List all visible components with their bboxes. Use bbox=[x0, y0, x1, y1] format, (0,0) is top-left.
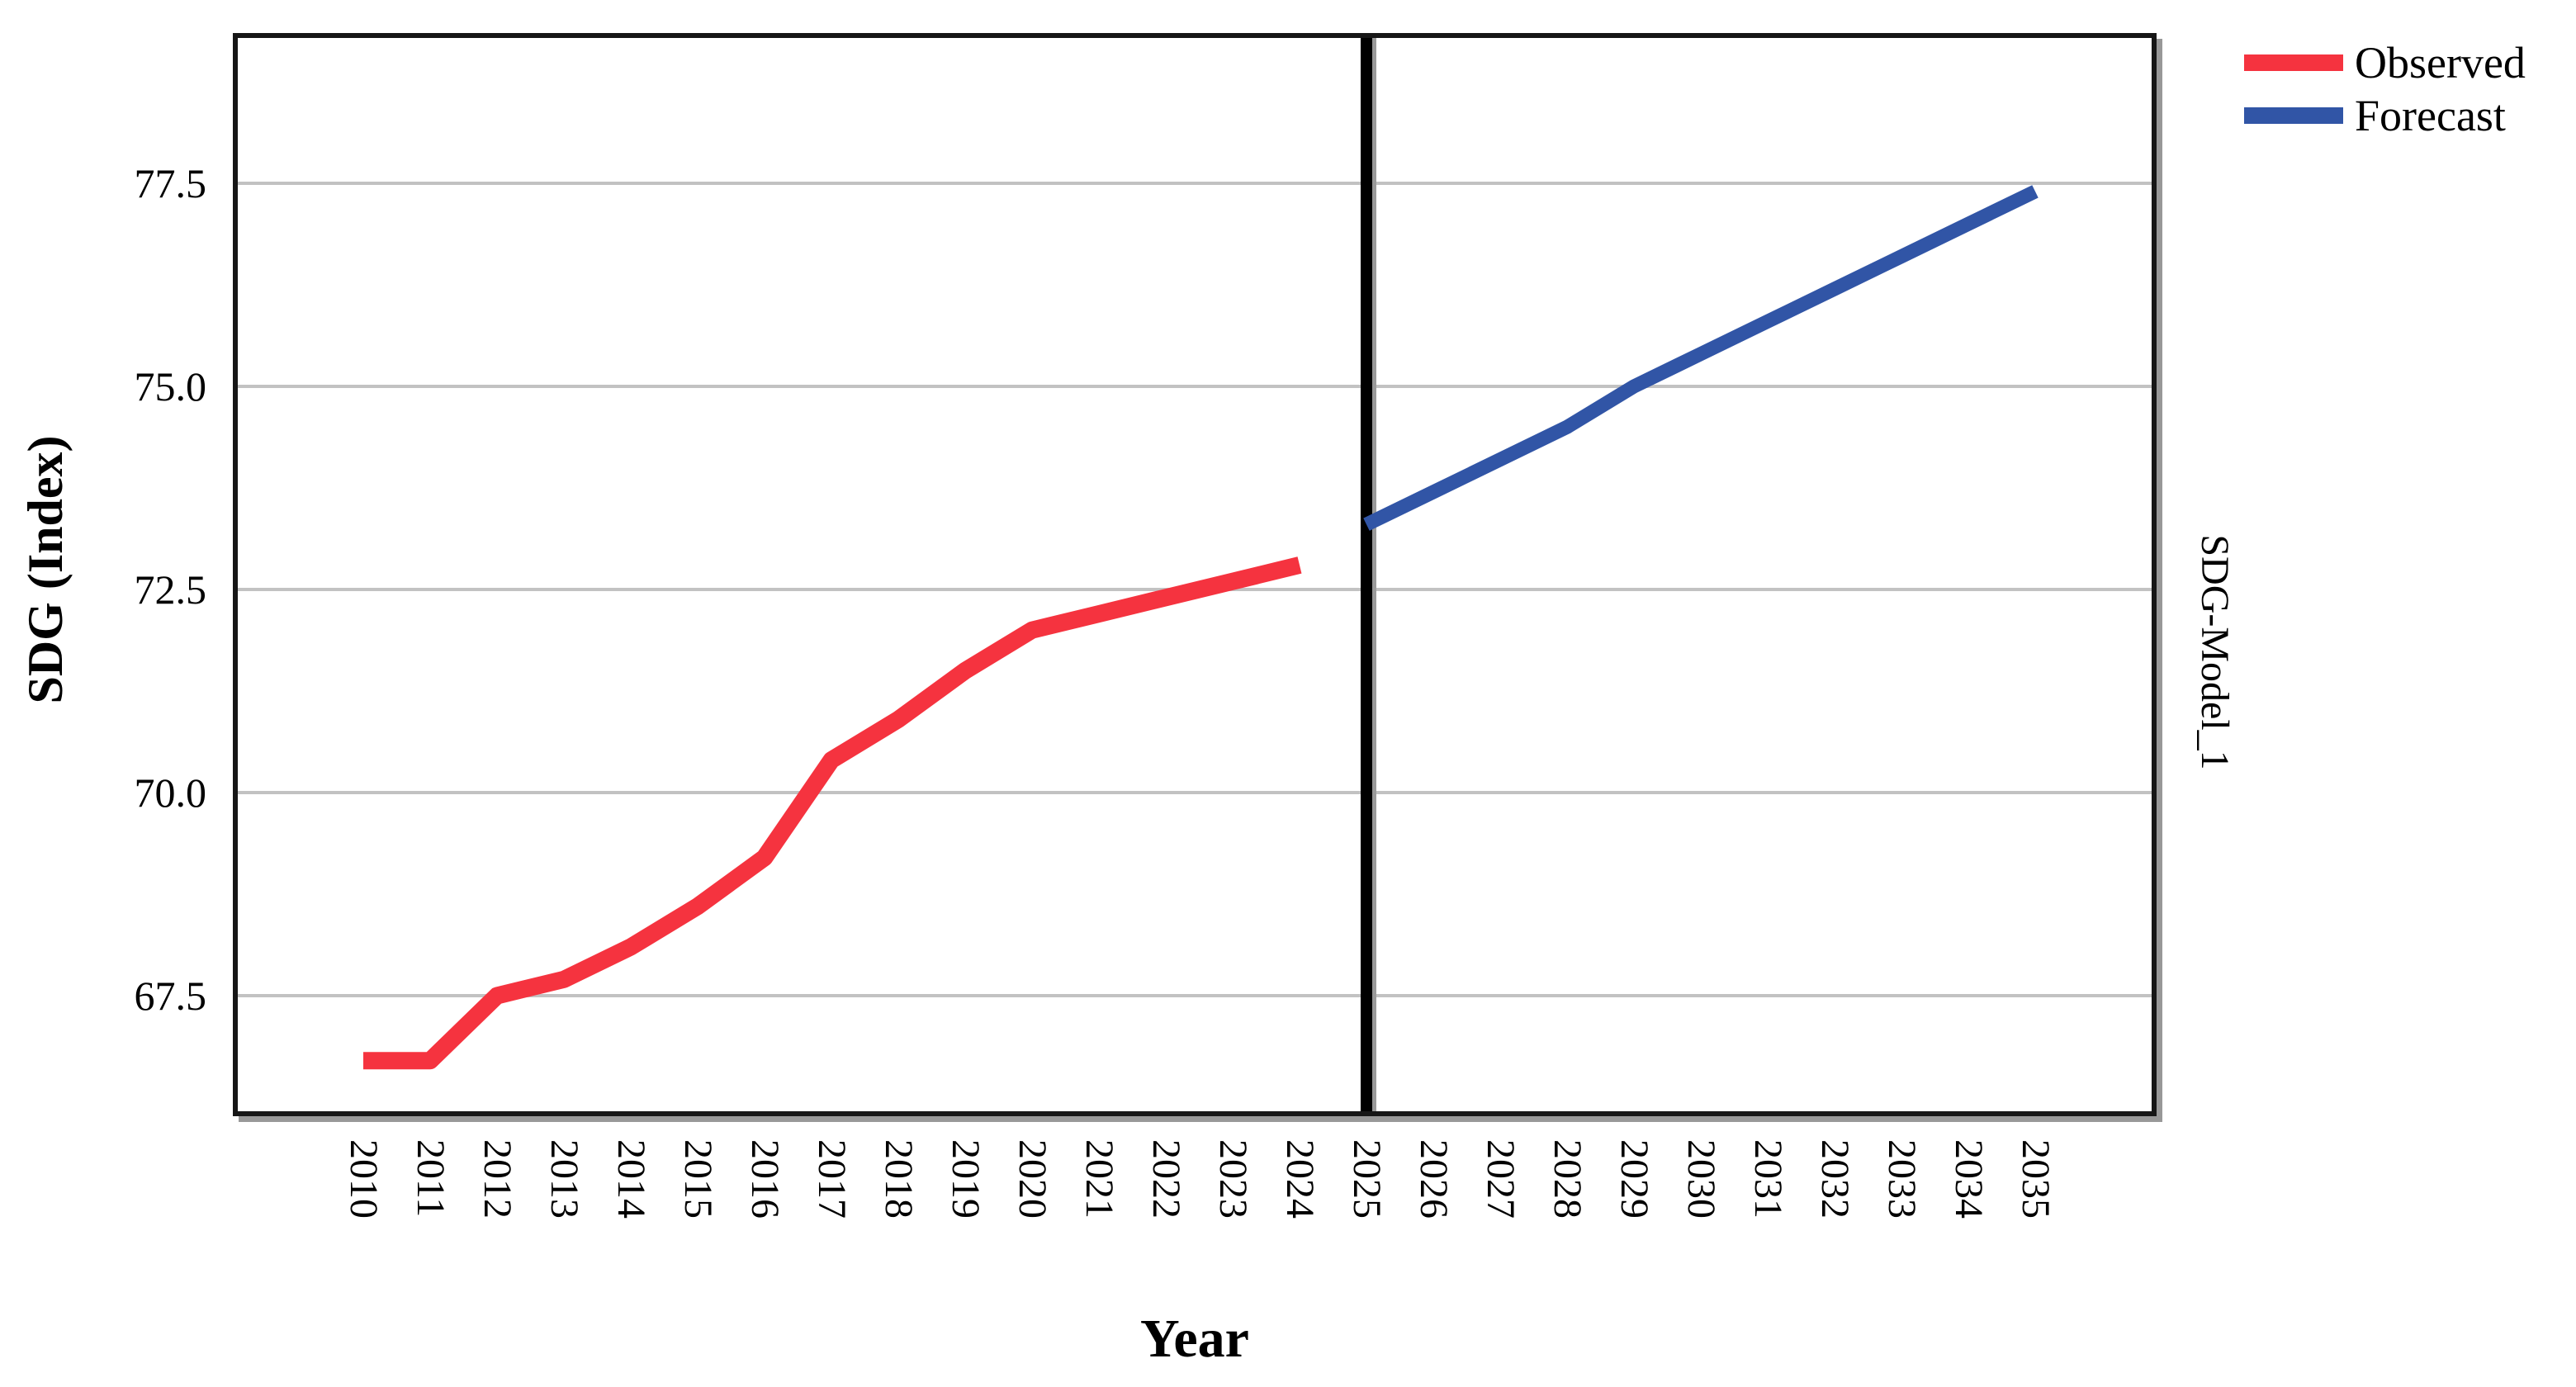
x-tick-label: 2021 bbox=[1077, 1139, 1121, 1219]
legend-label: Observed bbox=[2355, 38, 2526, 88]
plot-area bbox=[233, 33, 2157, 1116]
x-tick-label: 2024 bbox=[1278, 1139, 1322, 1219]
y-tick-label: 75.0 bbox=[134, 363, 207, 409]
legend-item-forecast: Forecast bbox=[2244, 89, 2526, 142]
legend-item-observed: Observed bbox=[2244, 36, 2526, 89]
x-tick-label: 2034 bbox=[1947, 1139, 1991, 1219]
x-tick-label: 2032 bbox=[1813, 1139, 1857, 1219]
x-tick-label: 2011 bbox=[409, 1139, 452, 1218]
x-tick-label: 2027 bbox=[1479, 1139, 1522, 1219]
x-tick-label: 2026 bbox=[1412, 1139, 1456, 1219]
y-tick-label: 67.5 bbox=[134, 973, 207, 1019]
gridline-70.0 bbox=[238, 791, 2152, 794]
x-tick-label: 2028 bbox=[1546, 1139, 1589, 1219]
x-tick-label: 2031 bbox=[1746, 1139, 1790, 1219]
y-tick-label: 70.0 bbox=[134, 769, 207, 816]
forecast-line bbox=[1363, 185, 2039, 531]
x-tick-label: 2018 bbox=[877, 1139, 921, 1219]
gridline-77.5 bbox=[238, 182, 2152, 185]
x-tick-label: 2019 bbox=[944, 1139, 987, 1219]
gridline-75.0 bbox=[238, 385, 2152, 388]
legend-label: Forecast bbox=[2355, 91, 2506, 140]
series-lines-layer bbox=[363, 185, 2039, 1070]
observed-line bbox=[363, 556, 1302, 1070]
right-axis-title: SDG-Model_1 bbox=[2193, 534, 2237, 770]
x-tick-label: 2020 bbox=[1011, 1139, 1054, 1219]
x-tick-label: 2016 bbox=[743, 1139, 787, 1219]
y-tick-label: 77.5 bbox=[134, 160, 207, 206]
x-tick-label: 2013 bbox=[542, 1139, 586, 1219]
x-axis-title: Year bbox=[1140, 1309, 1249, 1369]
x-tick-label: 2030 bbox=[1679, 1139, 1723, 1219]
y-tick-label: 72.5 bbox=[134, 566, 207, 613]
x-tick-label: 2014 bbox=[609, 1139, 653, 1219]
gridline-67.5 bbox=[238, 994, 2152, 997]
legend: Observed Forecast bbox=[2244, 36, 2526, 142]
observed-swatch bbox=[2244, 54, 2343, 71]
x-tick-label: 2029 bbox=[1612, 1139, 1656, 1219]
x-tick-label: 2033 bbox=[1880, 1139, 1924, 1219]
x-tick-label: 2025 bbox=[1345, 1139, 1389, 1219]
forecast-separator-line bbox=[1361, 38, 1372, 1111]
x-tick-label: 2010 bbox=[342, 1139, 386, 1219]
forecast-swatch bbox=[2244, 107, 2343, 124]
x-tick-label: 2022 bbox=[1144, 1139, 1188, 1219]
x-tick-label: 2023 bbox=[1211, 1139, 1255, 1219]
x-tick-label: 2017 bbox=[810, 1139, 854, 1219]
x-tick-label: 2015 bbox=[676, 1139, 720, 1219]
x-tick-label: 2035 bbox=[2014, 1139, 2057, 1219]
x-tick-label: 2012 bbox=[476, 1139, 519, 1219]
